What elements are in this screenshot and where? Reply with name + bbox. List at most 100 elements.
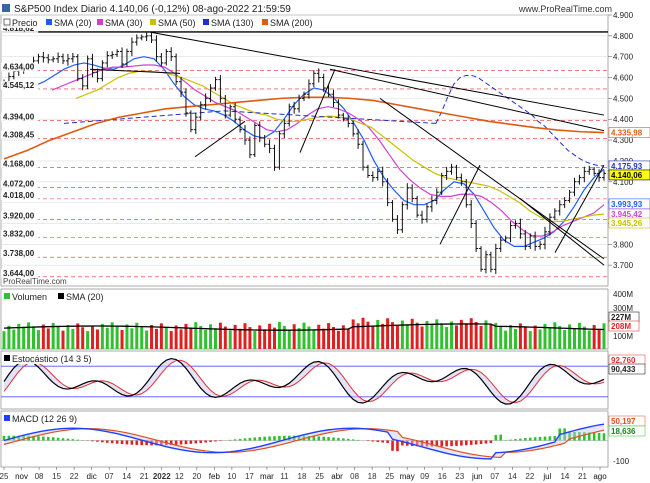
volume-bar [179, 329, 183, 349]
level-label-bg [1, 112, 39, 122]
volume-bar [194, 322, 198, 349]
volume-bar [258, 325, 262, 349]
volume-bar [597, 328, 601, 349]
legend-stochastic: Estocástico (14 3 5) [12, 354, 92, 364]
macd-histogram-bar [445, 440, 448, 447]
macd-tag-label: 50,197 [611, 417, 636, 426]
watermark: ProRealTime.com [3, 277, 67, 286]
macd-histogram-bar [597, 432, 601, 441]
volume-bar [307, 326, 311, 349]
volume-bar [395, 326, 399, 349]
macd-histogram-bar [573, 432, 576, 441]
macd-histogram-bar [140, 440, 144, 446]
x-axis: 25 nov 08 15 22 dic 07 14 21 2022 12 20 feb 10 17 mar 11… [0, 467, 607, 481]
x-tick-label: 07 [105, 472, 114, 481]
volume-bar [140, 326, 144, 349]
x-tick-label: 21 [578, 472, 587, 481]
x-tick-label: feb [209, 472, 221, 481]
x-tick-label: 11 [280, 472, 289, 481]
level-label-bg [1, 62, 39, 72]
x-tick-label: 14 [508, 472, 517, 481]
level-label-bg [1, 23, 39, 33]
macd-histogram-bar [592, 432, 596, 441]
volume-bar [400, 320, 404, 349]
macd-histogram-bar [160, 440, 163, 446]
site-label[interactable]: www.ProRealTime.com [518, 4, 612, 14]
macd-histogram-bar [66, 438, 70, 441]
x-tick-label: 25 [315, 472, 324, 481]
volume-bar [204, 329, 208, 349]
macd-histogram-bar [233, 439, 237, 441]
macd-histogram-bar [322, 436, 325, 441]
volume-bar [130, 328, 134, 349]
macd-histogram-bar [469, 440, 473, 445]
volume-bar [91, 325, 95, 349]
y-tick-label: 4.400 [613, 115, 634, 124]
macd-histogram-bar [76, 439, 80, 441]
macd-histogram-bar [17, 435, 21, 441]
volume-bar [322, 328, 326, 349]
x-tick-label: jul [542, 472, 551, 481]
macd-histogram-bar [351, 439, 355, 441]
macd-histogram-bar [37, 436, 40, 441]
macd-histogram-bar [464, 440, 468, 446]
macd-histogram-bar [209, 440, 212, 442]
left-level-labels: 4.818,62 4.634,00 4.545,12 4.394,00 4.308,45… [1, 23, 39, 278]
macd-histogram-bar [494, 435, 498, 441]
y-tick-label: 4.500 [613, 94, 634, 103]
volume-bar [420, 326, 424, 349]
volume-bar [41, 324, 45, 349]
macd-histogram-bar [346, 438, 350, 441]
value-tag-label: 3.945,42 [611, 210, 643, 219]
macd-histogram-bar [61, 438, 65, 441]
volume-bar [263, 329, 267, 349]
volume-bar [366, 321, 370, 349]
y-tick-label: 4.900 [613, 11, 634, 20]
volume-bar [454, 325, 458, 349]
macd-histogram-bar [602, 433, 606, 441]
volume-bar [440, 323, 444, 349]
value-tag-label: 3.993,93 [611, 200, 643, 209]
macd-histogram-bar [56, 437, 60, 441]
volume-bar [248, 327, 252, 349]
macd-histogram-bar [248, 437, 252, 441]
macd-histogram-bar [71, 439, 75, 441]
volume-bar [292, 324, 296, 349]
volume-bar [489, 324, 493, 349]
level-label-bg [1, 159, 39, 169]
legend-sma20-swatch [46, 19, 52, 25]
volume-bar [572, 328, 576, 349]
macd-signal-line [3, 428, 605, 458]
volume-bar [459, 319, 463, 349]
volume-bar [602, 323, 606, 349]
volume-tag [608, 320, 640, 332]
macd-histogram-bar [312, 436, 316, 441]
y-tick-label: 3.700 [613, 261, 634, 270]
macd-histogram-bar [22, 435, 25, 441]
volume-bar [494, 322, 498, 349]
volume-bar [199, 326, 203, 349]
volume-bar [538, 329, 542, 349]
volume-bar [336, 330, 340, 349]
macd-line [3, 423, 605, 460]
volume-bar [450, 321, 454, 349]
legend-stoch-swatch [4, 355, 10, 361]
volume-bar [125, 324, 129, 349]
value-tag [608, 217, 650, 229]
macd-histogram-bar [440, 440, 444, 447]
stoch-d-line [3, 359, 605, 404]
level-label-bg [1, 268, 39, 278]
macd-histogram-bar [548, 436, 552, 441]
x-tick-label: 17 [245, 472, 254, 481]
stoch-fill [4, 358, 604, 405]
legend-sma30: SMA (30) [105, 18, 143, 28]
volume-bar [410, 318, 414, 349]
volume-bar [12, 329, 16, 349]
volume-bar [154, 328, 158, 349]
volume-bar [209, 324, 213, 349]
y-tick-label: 4.700 [613, 53, 634, 62]
legend-macd: MACD (12 26 9) [12, 414, 77, 424]
volume-bar [513, 328, 517, 349]
value-tag-label: 4.140,06 [611, 171, 643, 180]
